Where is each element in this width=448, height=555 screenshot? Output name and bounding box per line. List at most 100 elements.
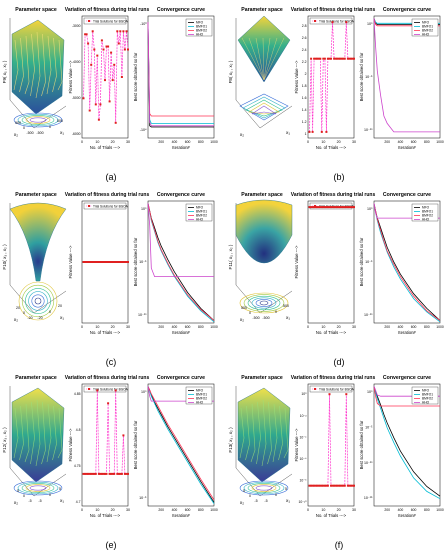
conv-legend-label: MFO: [422, 389, 430, 393]
trial-ytick: 1.2: [302, 120, 307, 124]
param-surface-ridge: [19, 37, 24, 93]
trial-point: [119, 472, 122, 475]
param-tick: 0: [49, 310, 51, 314]
param-x1-label: x₁: [60, 499, 64, 504]
param-contour: [247, 483, 281, 493]
trial-xtick: 30: [352, 140, 356, 144]
trial-point: [322, 206, 325, 209]
trial-legend-marker: [314, 388, 316, 390]
param-contour: [29, 117, 47, 123]
conv-legend-label: HHO: [422, 33, 430, 37]
param-tick: -500: [252, 316, 259, 320]
param-tick: -5: [264, 499, 267, 503]
trial-point: [123, 261, 126, 263]
trial-ylabel: Fitness Value --->: [68, 245, 73, 278]
param-contour: [251, 297, 277, 309]
conv-ytick: -10⁴: [140, 128, 147, 132]
trial-xtick: 30: [126, 508, 130, 512]
trial-point: [87, 261, 90, 263]
conv-line-bmfo1: [373, 386, 441, 500]
trial-point: [317, 206, 320, 209]
trial-ylabel: Fitness Value --->: [68, 428, 73, 461]
conv-xlabel: Iteration#: [172, 145, 190, 150]
trial-ylabel: Fitness Value --->: [68, 60, 73, 93]
trial-point: [353, 484, 355, 487]
trial-point: [339, 206, 342, 209]
conv-xtick: 200: [158, 140, 164, 144]
conv-xtick: 800: [424, 140, 430, 144]
trial-point: [311, 206, 314, 209]
conv-legend-label: BMFO1: [196, 210, 207, 214]
param-tick: 5: [59, 487, 61, 491]
trial-point: [107, 45, 110, 48]
trial-ytick: 1.6: [302, 96, 307, 100]
trial-xtick: 30: [126, 140, 130, 144]
conv-xtick: 200: [158, 508, 164, 512]
conv-legend-label: BMFO1: [422, 210, 433, 214]
trial-title: Variation of fitness during trial runs: [291, 7, 376, 13]
trial-point: [349, 206, 352, 209]
param-title: Parameter space: [15, 192, 57, 198]
param-surface-ridge: [35, 399, 41, 467]
param-x1-label: x₁: [60, 316, 64, 321]
trial-ytick: 10⁻⁴: [299, 435, 307, 439]
trial-point: [349, 57, 352, 60]
trial-point: [116, 30, 119, 33]
trial-xtick: 20: [337, 140, 341, 144]
conv-ytick: 10⁻¹⁵: [364, 496, 373, 500]
param-tick: -500: [262, 316, 269, 320]
trial-xtick: 20: [111, 140, 115, 144]
trial-legend-box: [83, 202, 127, 210]
conv-legend-label: BMFO2: [422, 397, 433, 401]
trial-point: [84, 261, 87, 263]
trial-point: [333, 484, 336, 487]
conv-legend-label: MFO: [422, 21, 430, 25]
param-tick: 0: [23, 126, 25, 130]
conv-line-bmfo2: [147, 386, 215, 501]
conv-ytick: 10⁻¹⁰: [138, 313, 147, 317]
param-surface: [11, 19, 65, 115]
trial-point: [316, 484, 319, 487]
trial-point: [93, 261, 96, 263]
trial-legend-label: Trial Solutions for BGOA: [319, 19, 355, 23]
trial-xtick: 0: [81, 140, 83, 144]
param-tick: 5: [243, 489, 245, 493]
trial-point: [97, 261, 100, 263]
conv-xtick: 200: [384, 325, 390, 329]
conv-xtick: 600: [411, 325, 417, 329]
param-x2-label: x₂: [14, 318, 18, 323]
trial-point: [323, 484, 326, 487]
trial-point: [87, 42, 90, 45]
trial-point: [340, 484, 343, 487]
param-tick: -5: [38, 499, 41, 503]
param-tick: 500: [15, 121, 21, 125]
conv-xtick: 800: [198, 325, 204, 329]
conv-legend-label: MFO: [422, 206, 430, 210]
conv-xtick: 1000: [436, 325, 444, 329]
trial-point: [110, 472, 113, 475]
param-title: Parameter space: [241, 192, 283, 198]
trial-point: [113, 472, 116, 475]
trial-point: [113, 63, 116, 66]
trial-ytick: 2.6: [302, 36, 307, 40]
conv-ytick: 10⁻¹⁰: [364, 313, 373, 317]
conv-xtick: 400: [398, 508, 404, 512]
conv-legend-label: BMFO2: [196, 29, 207, 33]
trial-point: [339, 57, 342, 60]
trial-point: [102, 261, 105, 263]
trial-ytick: 10⁻¹⁰: [298, 500, 307, 504]
trial-point: [322, 57, 325, 60]
param-tick: -5: [28, 499, 31, 503]
trial-point: [346, 206, 349, 209]
trial-point: [348, 484, 351, 487]
conv-legend-box: [411, 18, 439, 37]
conv-line-bmfo2: [147, 22, 214, 117]
conv-title: Convergence curve: [383, 192, 431, 198]
trial-point: [123, 472, 126, 475]
param-tick: 0: [23, 494, 25, 498]
trial-point: [334, 484, 337, 487]
trial-point: [320, 130, 323, 133]
